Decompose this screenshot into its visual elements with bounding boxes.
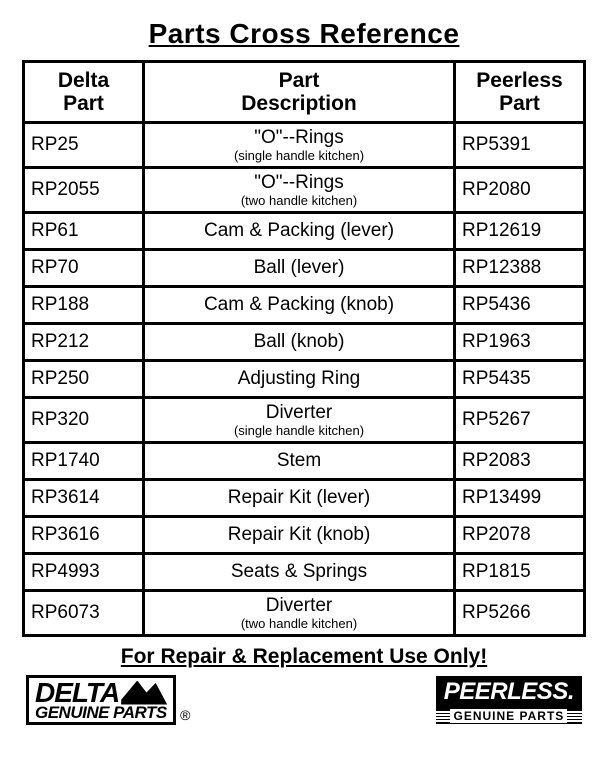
desc-main: Cam & Packing (knob) (149, 295, 449, 315)
desc-main: Ball (knob) (149, 332, 449, 352)
cell-delta-part: RP25 (24, 123, 144, 168)
cell-peerless-part: RP5267 (455, 398, 585, 443)
desc-sub: (two handle kitchen) (149, 617, 449, 630)
desc-sub: (two handle kitchen) (149, 194, 449, 207)
cell-delta-part: RP212 (24, 324, 144, 361)
delta-logo-sub: GENUINE PARTS (35, 705, 167, 720)
cell-description: Seats & Springs (144, 554, 455, 591)
cell-description: Cam & Packing (lever) (144, 213, 455, 250)
cell-description: Cam & Packing (knob) (144, 287, 455, 324)
registered-icon: ® (180, 707, 190, 723)
delta-logo-text: DELTA (35, 680, 119, 705)
desc-main: Stem (149, 451, 449, 471)
peerless-logo-text: PEERLESS. (436, 676, 582, 708)
table-row: RP61Cam & Packing (lever) RP12619 (24, 213, 585, 250)
table-row: RP188Cam & Packing (knob) RP5436 (24, 287, 585, 324)
cell-delta-part: RP320 (24, 398, 144, 443)
cell-description: "O"--Rings(single handle kitchen) (144, 123, 455, 168)
cell-peerless-part: RP5266 (455, 591, 585, 636)
table-row: RP2055"O"--Rings(two handle kitchen)RP20… (24, 168, 585, 213)
cell-peerless-part: RP5436 (455, 287, 585, 324)
desc-sub: (single handle kitchen) (149, 149, 449, 162)
desc-main: Seats & Springs (149, 562, 449, 582)
cell-delta-part: RP4993 (24, 554, 144, 591)
cell-delta-part: RP250 (24, 361, 144, 398)
table-row: RP70Ball (lever) RP12388 (24, 250, 585, 287)
cell-delta-part: RP6073 (24, 591, 144, 636)
parts-table: DeltaPart PartDescription PeerlessPart R… (22, 60, 586, 637)
table-row: RP25"O"--Rings(single handle kitchen)RP5… (24, 123, 585, 168)
footer-note: For Repair & Replacement Use Only! (22, 645, 586, 669)
delta-logo: DELTA GENUINE PARTS (26, 675, 176, 725)
page-title: Parts Cross Reference (22, 18, 586, 50)
cell-delta-part: RP70 (24, 250, 144, 287)
cell-description: Diverter(two handle kitchen) (144, 591, 455, 636)
table-row: RP320Diverter(single handle kitchen)RP52… (24, 398, 585, 443)
desc-sub: (single handle kitchen) (149, 424, 449, 437)
cell-peerless-part: RP2080 (455, 168, 585, 213)
cell-peerless-part: RP12619 (455, 213, 585, 250)
table-row: RP3614Repair Kit (lever) RP13499 (24, 480, 585, 517)
desc-main: Repair Kit (lever) (149, 488, 449, 508)
table-row: RP1740Stem RP2083 (24, 443, 585, 480)
cell-description: Stem (144, 443, 455, 480)
peerless-logo: PEERLESS. GENUINE PARTS (436, 676, 582, 724)
table-header-row: DeltaPart PartDescription PeerlessPart (24, 62, 585, 123)
desc-main: Repair Kit (knob) (149, 525, 449, 545)
cell-peerless-part: RP2078 (455, 517, 585, 554)
cell-delta-part: RP3614 (24, 480, 144, 517)
cell-delta-part: RP1740 (24, 443, 144, 480)
cell-description: Repair Kit (lever) (144, 480, 455, 517)
cell-peerless-part: RP13499 (455, 480, 585, 517)
col-header-delta: DeltaPart (24, 62, 144, 123)
cell-peerless-part: RP1963 (455, 324, 585, 361)
cell-description: Repair Kit (knob) (144, 517, 455, 554)
cell-description: Diverter(single handle kitchen) (144, 398, 455, 443)
table-row: RP212Ball (knob) RP1963 (24, 324, 585, 361)
logos-row: DELTA GENUINE PARTS ® PEERLESS. GENUINE … (22, 675, 586, 725)
table-row: RP4993Seats & Springs RP1815 (24, 554, 585, 591)
cell-peerless-part: RP5435 (455, 361, 585, 398)
desc-main: Adjusting Ring (149, 369, 449, 389)
desc-main: Diverter (149, 596, 449, 616)
desc-main: Diverter (149, 403, 449, 423)
cell-delta-part: RP3616 (24, 517, 144, 554)
cell-peerless-part: RP2083 (455, 443, 585, 480)
cell-peerless-part: RP5391 (455, 123, 585, 168)
desc-main: "O"--Rings (149, 173, 449, 193)
cell-peerless-part: RP12388 (455, 250, 585, 287)
cell-delta-part: RP188 (24, 287, 144, 324)
table-row: RP6073Diverter(two handle kitchen)RP5266 (24, 591, 585, 636)
delta-logo-wrap: DELTA GENUINE PARTS ® (26, 675, 191, 725)
col-header-peer: PeerlessPart (455, 62, 585, 123)
cell-description: Ball (knob) (144, 324, 455, 361)
table-row: RP250Adjusting Ring RP5435 (24, 361, 585, 398)
cell-description: "O"--Rings(two handle kitchen) (144, 168, 455, 213)
delta-faucet-icon (121, 681, 167, 705)
cell-delta-part: RP61 (24, 213, 144, 250)
cell-description: Adjusting Ring (144, 361, 455, 398)
cell-description: Ball (lever) (144, 250, 455, 287)
col-header-desc: PartDescription (144, 62, 455, 123)
peerless-logo-sub: GENUINE PARTS (436, 708, 582, 724)
desc-main: Cam & Packing (lever) (149, 221, 449, 241)
cell-peerless-part: RP1815 (455, 554, 585, 591)
desc-main: "O"--Rings (149, 128, 449, 148)
desc-main: Ball (lever) (149, 258, 449, 278)
table-row: RP3616Repair Kit (knob) RP2078 (24, 517, 585, 554)
cell-delta-part: RP2055 (24, 168, 144, 213)
